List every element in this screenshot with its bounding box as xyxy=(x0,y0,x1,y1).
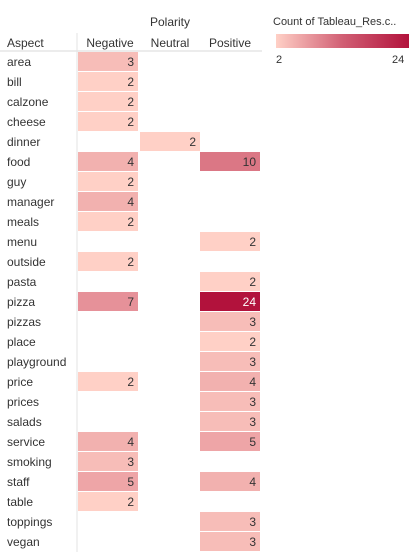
heatmap-cell-smoking-negative xyxy=(78,452,138,471)
cell-value-playground-positive: 3 xyxy=(249,355,256,369)
row-label-dinner: dinner xyxy=(7,135,40,149)
row-label-area: area xyxy=(7,55,31,69)
cell-value-salads-positive: 3 xyxy=(249,415,256,429)
row-label-food: food xyxy=(7,155,30,169)
cell-value-dinner-neutral: 2 xyxy=(189,135,196,149)
heatmap-cell-pizza-positive xyxy=(200,292,260,311)
row-label-menu: menu xyxy=(7,235,37,249)
heatmap-cell-prices-positive xyxy=(200,392,260,411)
row-label-cheese: cheese xyxy=(7,115,46,129)
heatmap-cell-manager-negative xyxy=(78,192,138,211)
cell-value-pizza-positive: 24 xyxy=(243,295,257,309)
cell-value-table-negative: 2 xyxy=(127,495,134,509)
heatmap-cell-vegan-positive xyxy=(200,532,260,551)
cell-value-bill-negative: 2 xyxy=(127,75,134,89)
heatmap-cell-food-positive xyxy=(200,152,260,171)
cell-value-menu-positive: 2 xyxy=(249,235,256,249)
row-label-staff: staff xyxy=(7,475,30,489)
heatmap-cell-salads-positive xyxy=(200,412,260,431)
legend-max-label: 24 xyxy=(392,54,405,66)
cell-value-meals-negative: 2 xyxy=(127,215,134,229)
heatmap-cell-playground-positive xyxy=(200,352,260,371)
cell-value-vegan-positive: 3 xyxy=(249,535,256,549)
aspect-header: Aspect xyxy=(7,36,44,50)
heatmap-cell-meals-negative xyxy=(78,212,138,231)
heatmap-cell-dinner-neutral xyxy=(140,132,200,151)
row-label-price: price xyxy=(7,375,33,389)
heatmap-cell-table-negative xyxy=(78,492,138,511)
row-label-pizza: pizza xyxy=(7,295,35,309)
row-label-pizzas: pizzas xyxy=(7,315,41,329)
heatmap-cell-service-negative xyxy=(78,432,138,451)
cell-value-pasta-positive: 2 xyxy=(249,275,256,289)
heatmap-cell-service-positive xyxy=(200,432,260,451)
cell-value-food-negative: 4 xyxy=(127,155,134,169)
heatmap-cell-pasta-positive xyxy=(200,272,260,291)
row-label-toppings: toppings xyxy=(7,515,52,529)
polarity-header: Polarity xyxy=(150,15,190,29)
heatmap-cell-bill-negative xyxy=(78,72,138,91)
heatmap-cell-cheese-negative xyxy=(78,112,138,131)
cell-value-manager-negative: 4 xyxy=(127,195,134,209)
cell-value-calzone-negative: 2 xyxy=(127,95,134,109)
row-label-manager: manager xyxy=(7,195,54,209)
cell-value-service-positive: 5 xyxy=(249,435,256,449)
cell-value-outside-negative: 2 xyxy=(127,255,134,269)
heatmap-cell-price-negative xyxy=(78,372,138,391)
row-label-smoking: smoking xyxy=(7,455,52,469)
row-label-meals: meals xyxy=(7,215,39,229)
row-label-table: table xyxy=(7,495,33,509)
row-label-outside: outside xyxy=(7,255,46,269)
column-header-neutral: Neutral xyxy=(151,36,190,50)
cell-value-food-positive: 10 xyxy=(243,155,257,169)
cell-value-cheese-negative: 2 xyxy=(127,115,134,129)
cell-value-price-positive: 4 xyxy=(249,375,256,389)
cell-value-guy-negative: 2 xyxy=(127,175,134,189)
cell-value-toppings-positive: 3 xyxy=(249,515,256,529)
row-label-playground: playground xyxy=(7,355,66,369)
cell-value-prices-positive: 3 xyxy=(249,395,256,409)
heatmap-cell-outside-negative xyxy=(78,252,138,271)
legend-title: Count of Tableau_Res.c.. xyxy=(273,16,397,28)
cell-value-area-negative: 3 xyxy=(127,55,134,69)
row-label-calzone: calzone xyxy=(7,95,49,109)
heatmap-cell-price-positive xyxy=(200,372,260,391)
heatmap-cell-food-negative xyxy=(78,152,138,171)
heatmap-cell-staff-positive xyxy=(200,472,260,491)
column-header-negative: Negative xyxy=(86,36,134,50)
heatmap-cell-staff-negative xyxy=(78,472,138,491)
row-label-bill: bill xyxy=(7,75,22,89)
heatmap-cell-toppings-positive xyxy=(200,512,260,531)
cell-value-staff-negative: 5 xyxy=(127,475,134,489)
row-label-service: service xyxy=(7,435,45,449)
cell-value-pizzas-positive: 3 xyxy=(249,315,256,329)
row-label-prices: prices xyxy=(7,395,39,409)
heatmap-cell-calzone-negative xyxy=(78,92,138,111)
heatmap-cell-menu-positive xyxy=(200,232,260,251)
heatmap-cell-pizza-negative xyxy=(78,292,138,311)
heatmap-cell-place-positive xyxy=(200,332,260,351)
cell-value-place-positive: 2 xyxy=(249,335,256,349)
heatmap-cell-guy-negative xyxy=(78,172,138,191)
legend-color-ramp xyxy=(276,34,409,48)
row-label-salads: salads xyxy=(7,415,42,429)
row-label-vegan: vegan xyxy=(7,535,40,549)
row-label-guy: guy xyxy=(7,175,26,189)
cell-value-smoking-negative: 3 xyxy=(127,455,134,469)
cell-value-staff-positive: 4 xyxy=(249,475,256,489)
row-label-pasta: pasta xyxy=(7,275,37,289)
heatmap-cell-area-negative xyxy=(78,52,138,71)
column-header-positive: Positive xyxy=(209,36,251,50)
legend-min-label: 2 xyxy=(276,54,283,66)
heatmap-cell-pizzas-positive xyxy=(200,312,260,331)
cell-value-price-negative: 2 xyxy=(127,375,134,389)
row-label-place: place xyxy=(7,335,36,349)
cell-value-pizza-negative: 7 xyxy=(127,295,134,309)
cell-value-service-negative: 4 xyxy=(127,435,134,449)
